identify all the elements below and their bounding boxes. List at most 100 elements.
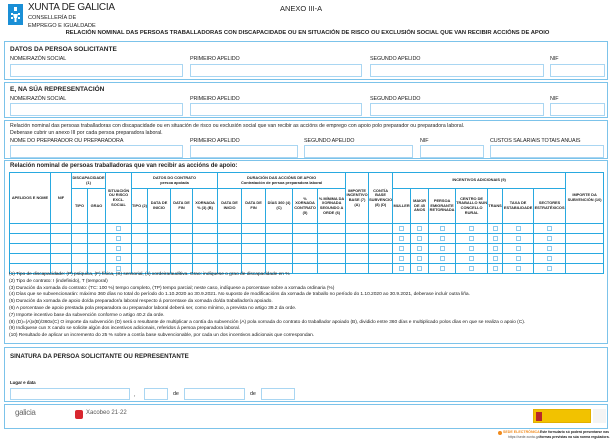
table-cell[interactable] bbox=[217, 233, 243, 244]
nif-cell[interactable] bbox=[50, 233, 72, 244]
table-cell[interactable] bbox=[265, 253, 294, 264]
risk-checkbox[interactable] bbox=[116, 255, 122, 261]
risk-checkbox[interactable] bbox=[116, 245, 122, 251]
table-cell[interactable] bbox=[131, 223, 149, 234]
table-cell[interactable] bbox=[217, 223, 243, 234]
incentive-checkbox[interactable] bbox=[492, 255, 498, 261]
table-cell[interactable] bbox=[131, 233, 149, 244]
table-cell[interactable] bbox=[86, 223, 107, 234]
table-cell[interactable] bbox=[170, 243, 194, 254]
incentive-checkbox[interactable] bbox=[492, 245, 498, 251]
table-cell[interactable] bbox=[241, 233, 267, 244]
table-cell[interactable] bbox=[317, 263, 347, 274]
incentive-checkbox[interactable] bbox=[515, 265, 521, 271]
table-cell[interactable] bbox=[86, 233, 107, 244]
incentive-checkbox[interactable] bbox=[439, 245, 445, 251]
incentive-checkbox[interactable] bbox=[469, 265, 475, 271]
name-cell[interactable] bbox=[9, 233, 51, 244]
table-cell[interactable] bbox=[71, 243, 88, 254]
table-cell[interactable] bbox=[86, 263, 107, 274]
place-input[interactable] bbox=[10, 388, 130, 400]
day-input[interactable] bbox=[144, 388, 168, 400]
month-input[interactable] bbox=[184, 388, 245, 400]
table-cell[interactable] bbox=[170, 233, 194, 244]
incentive-checkbox[interactable] bbox=[417, 265, 423, 271]
table-cell[interactable] bbox=[292, 233, 319, 244]
nif-cell[interactable] bbox=[50, 223, 72, 234]
applicant-surname1-input[interactable] bbox=[190, 64, 362, 77]
incentive-checkbox[interactable] bbox=[399, 265, 405, 271]
incentive-checkbox[interactable] bbox=[492, 265, 498, 271]
table-cell[interactable] bbox=[86, 253, 107, 264]
table-cell[interactable] bbox=[368, 263, 394, 274]
table-cell[interactable] bbox=[565, 233, 605, 244]
rep-name-input[interactable] bbox=[10, 103, 183, 116]
incentive-checkbox[interactable] bbox=[399, 235, 405, 241]
incentive-checkbox[interactable] bbox=[547, 225, 553, 231]
nif-cell[interactable] bbox=[50, 253, 72, 264]
preparer-costs-input[interactable] bbox=[490, 145, 604, 158]
table-cell[interactable] bbox=[345, 263, 370, 274]
table-cell[interactable] bbox=[265, 243, 294, 254]
incentive-checkbox[interactable] bbox=[515, 245, 521, 251]
incentive-checkbox[interactable] bbox=[515, 225, 521, 231]
incentive-checkbox[interactable] bbox=[417, 245, 423, 251]
table-cell[interactable] bbox=[292, 243, 319, 254]
incentive-checkbox[interactable] bbox=[417, 255, 423, 261]
sede-label[interactable]: SEDE ELECTRÓNICA bbox=[503, 430, 540, 434]
incentive-checkbox[interactable] bbox=[547, 245, 553, 251]
table-cell[interactable] bbox=[565, 223, 605, 234]
table-cell[interactable] bbox=[217, 243, 243, 254]
table-cell[interactable] bbox=[71, 233, 88, 244]
incentive-checkbox[interactable] bbox=[469, 255, 475, 261]
table-cell[interactable] bbox=[71, 223, 88, 234]
incentive-checkbox[interactable] bbox=[417, 235, 423, 241]
table-cell[interactable] bbox=[292, 253, 319, 264]
incentive-checkbox[interactable] bbox=[399, 245, 405, 251]
incentive-checkbox[interactable] bbox=[439, 225, 445, 231]
name-cell[interactable] bbox=[9, 243, 51, 254]
table-cell[interactable] bbox=[345, 223, 370, 234]
preparer-name-input[interactable] bbox=[10, 145, 183, 158]
table-cell[interactable] bbox=[131, 243, 149, 254]
table-cell[interactable] bbox=[241, 223, 267, 234]
risk-checkbox[interactable] bbox=[116, 235, 122, 241]
table-cell[interactable] bbox=[345, 243, 370, 254]
name-cell[interactable] bbox=[9, 253, 51, 264]
applicant-surname2-input[interactable] bbox=[370, 64, 544, 77]
incentive-checkbox[interactable] bbox=[469, 235, 475, 241]
table-cell[interactable] bbox=[170, 253, 194, 264]
sede-url[interactable]: https://sede.xunta.gal bbox=[508, 435, 541, 439]
table-cell[interactable] bbox=[192, 253, 219, 264]
table-cell[interactable] bbox=[192, 233, 219, 244]
table-cell[interactable] bbox=[292, 263, 319, 274]
rep-nif-input[interactable] bbox=[550, 103, 605, 116]
incentive-checkbox[interactable] bbox=[492, 235, 498, 241]
incentive-checkbox[interactable] bbox=[515, 255, 521, 261]
table-cell[interactable] bbox=[241, 253, 267, 264]
table-cell[interactable] bbox=[368, 233, 394, 244]
incentive-checkbox[interactable] bbox=[492, 225, 498, 231]
incentive-checkbox[interactable] bbox=[399, 225, 405, 231]
table-cell[interactable] bbox=[292, 223, 319, 234]
name-cell[interactable] bbox=[9, 223, 51, 234]
incentive-checkbox[interactable] bbox=[547, 255, 553, 261]
table-cell[interactable] bbox=[86, 243, 107, 254]
incentive-checkbox[interactable] bbox=[417, 225, 423, 231]
nif-cell[interactable] bbox=[50, 243, 72, 254]
incentive-checkbox[interactable] bbox=[439, 265, 445, 271]
table-cell[interactable] bbox=[565, 263, 605, 274]
table-cell[interactable] bbox=[147, 233, 172, 244]
table-cell[interactable] bbox=[192, 223, 219, 234]
table-cell[interactable] bbox=[317, 243, 347, 254]
applicant-name-input[interactable] bbox=[10, 64, 183, 77]
rep-surname1-input[interactable] bbox=[190, 103, 362, 116]
preparer-nif-input[interactable] bbox=[420, 145, 484, 158]
incentive-checkbox[interactable] bbox=[547, 265, 553, 271]
incentive-checkbox[interactable] bbox=[469, 225, 475, 231]
incentive-checkbox[interactable] bbox=[547, 235, 553, 241]
risk-checkbox[interactable] bbox=[116, 265, 122, 271]
table-cell[interactable] bbox=[345, 253, 370, 264]
table-cell[interactable] bbox=[241, 243, 267, 254]
rep-surname2-input[interactable] bbox=[370, 103, 544, 116]
